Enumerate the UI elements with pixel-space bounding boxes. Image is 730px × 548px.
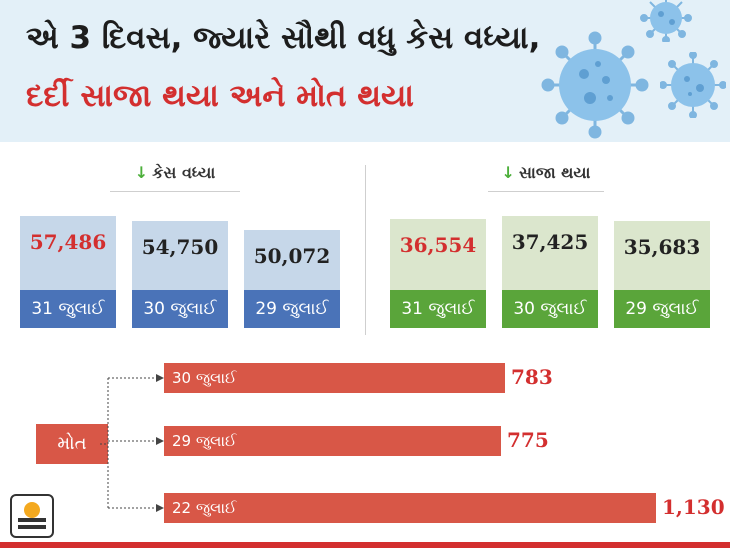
bottom-accent-bar <box>0 542 730 548</box>
death-value-label: 1,130 <box>662 495 725 519</box>
header-banner: એ 3 દિવસ, જ્યારે સૌથી વધુ કેસ વધ્યા, દર્… <box>0 0 730 142</box>
death-value-label: 775 <box>507 428 549 452</box>
virus-icon <box>640 0 692 42</box>
section-divider <box>365 165 366 335</box>
category-label: 29 જુલાઈ <box>244 290 340 328</box>
category-label: 30 જુલાઈ <box>132 290 228 328</box>
down-arrow-icon: ↓ <box>501 163 515 182</box>
virus-icon <box>541 31 649 139</box>
bar-value-label: 54,750 <box>141 235 219 259</box>
bar-value-label: 57,486 <box>29 230 107 254</box>
chart-column: 37,425 30 જુલાઈ <box>502 216 598 328</box>
down-arrow-icon: ↓ <box>134 163 149 182</box>
deaths-connector <box>100 374 164 512</box>
virus-icon <box>660 52 726 118</box>
divya-bhaskar-logo <box>10 494 54 538</box>
sun-icon <box>18 502 46 529</box>
category-label: 30 જુલાઈ <box>502 290 598 328</box>
chart-column: 54,750 30 જુલાઈ <box>132 221 228 328</box>
death-bar: 30 જુલાઈ <box>164 363 505 393</box>
bar-value-label: 35,683 <box>623 235 701 259</box>
deaths-label: મોત <box>36 424 108 464</box>
category-label: 31 જુલાઈ <box>20 290 116 328</box>
chart-column: 36,554 31 જુલાઈ <box>390 219 486 328</box>
bar-value-label: 50,072 <box>253 244 331 268</box>
bar-value-label: 37,425 <box>511 230 589 254</box>
chart-column: 50,072 29 જુલાઈ <box>244 230 340 328</box>
cases-section-title: ↓ કેસ વધ્યા <box>110 160 240 192</box>
death-value-label: 783 <box>511 365 553 389</box>
bar-value-label: 36,554 <box>399 233 477 257</box>
category-label: 29 જુલાઈ <box>614 290 710 328</box>
category-label: 31 જુલાઈ <box>390 290 486 328</box>
death-bar: 29 જુલાઈ <box>164 426 501 456</box>
title-line-2: દર્દી સાજા થયા અને મોત થયા <box>26 78 415 114</box>
death-bar: 22 જુલાઈ <box>164 493 656 523</box>
chart-column: 57,486 31 જુલાઈ <box>20 216 116 328</box>
chart-column: 35,683 29 જુલાઈ <box>614 221 710 328</box>
title-line-1: એ 3 દિવસ, જ્યારે સૌથી વધુ કેસ વધ્યા, <box>26 20 541 56</box>
recovered-section-title: ↓ સાજા થયા <box>488 160 604 192</box>
